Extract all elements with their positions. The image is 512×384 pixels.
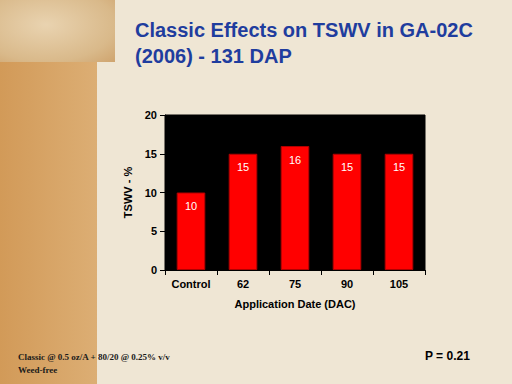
svg-text:Classic @ 0.5 oz/A + 80/20 @ 0: Classic @ 0.5 oz/A + 80/20 @ 0.25% v/v: [18, 352, 170, 362]
svg-text:62: 62: [237, 278, 249, 290]
svg-text:15: 15: [145, 148, 157, 160]
svg-text:5: 5: [151, 225, 157, 237]
svg-text:16: 16: [289, 154, 301, 166]
svg-text:Control: Control: [171, 278, 210, 290]
svg-text:Classic Effects on TSWV in GA-: Classic Effects on TSWV in GA-02C: [135, 19, 478, 41]
svg-text:90: 90: [341, 278, 353, 290]
svg-text:105: 105: [390, 278, 408, 290]
svg-text:15: 15: [341, 161, 353, 173]
svg-text:20: 20: [145, 109, 157, 121]
svg-text:Application Date (DAC): Application Date (DAC): [235, 298, 356, 310]
svg-text:10: 10: [185, 200, 197, 212]
svg-text:0: 0: [151, 264, 157, 276]
svg-text:(2006) - 131 DAP: (2006) - 131 DAP: [135, 45, 292, 67]
svg-text:10: 10: [145, 187, 157, 199]
svg-text:TSWV - %: TSWV - %: [122, 167, 134, 219]
svg-text:P = 0.21: P = 0.21: [425, 349, 470, 363]
svg-text:15: 15: [237, 161, 249, 173]
svg-text:Weed-free: Weed-free: [18, 365, 57, 375]
svg-text:15: 15: [393, 161, 405, 173]
svg-text:75: 75: [289, 278, 301, 290]
